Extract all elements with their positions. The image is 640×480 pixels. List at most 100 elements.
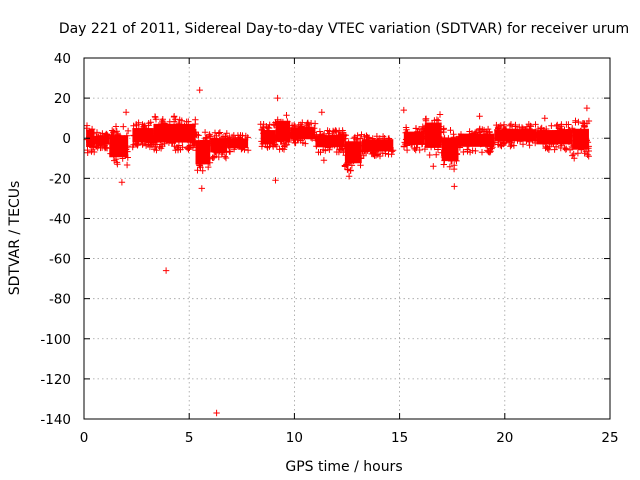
data-point bbox=[352, 145, 359, 152]
data-point bbox=[171, 143, 178, 150]
data-point bbox=[510, 142, 518, 149]
data-point bbox=[372, 152, 380, 159]
data-point bbox=[494, 126, 501, 134]
data-point bbox=[198, 155, 205, 162]
data-point bbox=[488, 134, 496, 142]
data-point bbox=[440, 153, 448, 161]
data-point bbox=[440, 125, 447, 132]
data-point bbox=[226, 148, 234, 155]
data-point bbox=[299, 119, 306, 126]
data-point bbox=[444, 150, 451, 157]
y-tick-labels: 40 20 0 -20 -40 -60 -80 -100 -120 -140 bbox=[40, 51, 71, 428]
data-point bbox=[263, 127, 271, 135]
x-tick-label: 25 bbox=[601, 430, 618, 446]
data-point bbox=[557, 144, 564, 152]
data-point bbox=[341, 163, 349, 170]
data-point bbox=[295, 135, 302, 143]
data-point bbox=[194, 167, 201, 174]
data-point bbox=[577, 134, 584, 142]
data-point bbox=[379, 133, 387, 140]
data-point bbox=[522, 132, 529, 139]
data-point bbox=[284, 125, 291, 133]
data-point bbox=[173, 131, 180, 138]
data-point bbox=[450, 146, 458, 153]
data-point bbox=[259, 124, 267, 132]
data-point bbox=[506, 122, 514, 129]
y-tick-label: -140 bbox=[40, 412, 71, 428]
outlier-point bbox=[274, 94, 281, 102]
data-point bbox=[215, 130, 222, 137]
data-point bbox=[427, 124, 434, 131]
data-point bbox=[440, 138, 447, 145]
data-point bbox=[434, 134, 441, 141]
data-point bbox=[359, 142, 366, 149]
data-point bbox=[424, 123, 431, 131]
data-point bbox=[218, 150, 225, 158]
data-point bbox=[292, 139, 299, 147]
data-point bbox=[343, 161, 350, 169]
outlier-point bbox=[400, 106, 407, 114]
data-point bbox=[552, 143, 560, 150]
data-point bbox=[95, 142, 102, 149]
outlier-point bbox=[257, 121, 264, 128]
data-point bbox=[298, 123, 305, 130]
data-point bbox=[277, 138, 284, 145]
data-point bbox=[357, 135, 364, 142]
data-point bbox=[401, 139, 408, 146]
data-point bbox=[110, 141, 118, 149]
data-point bbox=[370, 138, 378, 145]
data-point bbox=[279, 134, 286, 141]
data-point bbox=[119, 155, 126, 162]
data-point bbox=[436, 111, 444, 118]
data-point bbox=[226, 134, 233, 141]
data-point bbox=[283, 136, 290, 143]
data-point bbox=[124, 154, 131, 161]
data-point bbox=[541, 136, 548, 143]
data-point bbox=[483, 137, 490, 144]
data-point bbox=[211, 129, 219, 136]
data-point bbox=[231, 139, 238, 147]
data-point bbox=[450, 131, 457, 138]
data-point bbox=[135, 125, 142, 133]
data-point bbox=[334, 141, 341, 148]
data-point bbox=[130, 132, 137, 139]
data-point bbox=[139, 121, 146, 128]
data-point bbox=[153, 147, 160, 154]
data-point bbox=[287, 131, 294, 138]
data-point bbox=[220, 133, 228, 140]
x-tick-labels: 0 5 10 15 20 25 bbox=[80, 430, 619, 446]
data-point bbox=[269, 137, 276, 145]
data-point bbox=[174, 134, 182, 142]
data-point bbox=[431, 133, 438, 141]
data-point bbox=[206, 132, 213, 139]
data-point bbox=[405, 137, 413, 145]
data-point bbox=[207, 133, 214, 140]
data-point bbox=[102, 132, 109, 139]
data-point bbox=[521, 128, 528, 135]
data-point bbox=[515, 130, 522, 137]
data-point bbox=[532, 121, 539, 128]
data-point bbox=[344, 141, 351, 148]
data-point bbox=[478, 149, 486, 156]
data-point bbox=[507, 128, 514, 136]
data-point bbox=[91, 148, 98, 156]
data-point bbox=[507, 143, 514, 150]
data-point bbox=[193, 147, 200, 154]
data-point bbox=[133, 130, 140, 138]
data-point bbox=[145, 122, 152, 129]
data-point bbox=[231, 143, 239, 150]
data-point bbox=[201, 129, 209, 136]
data-point bbox=[169, 139, 176, 146]
data-points bbox=[83, 86, 593, 417]
data-point bbox=[114, 131, 122, 139]
data-point bbox=[305, 124, 312, 131]
data-point bbox=[465, 142, 472, 150]
outlier-point bbox=[122, 109, 130, 116]
data-point bbox=[107, 150, 114, 157]
data-point bbox=[317, 149, 324, 156]
data-point bbox=[347, 167, 354, 174]
data-point bbox=[181, 128, 188, 136]
outlier-point bbox=[91, 139, 98, 146]
data-point bbox=[578, 128, 585, 135]
